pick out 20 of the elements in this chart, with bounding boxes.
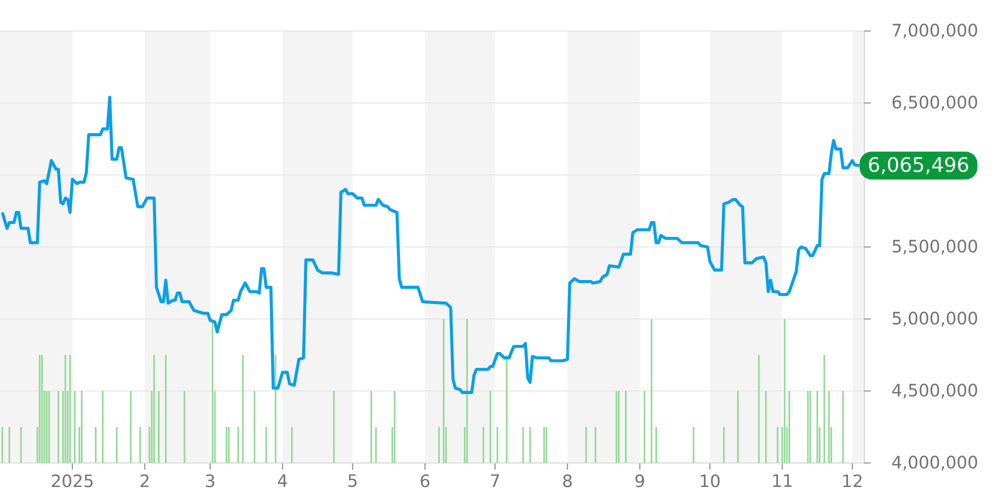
x-tick-label: 6	[420, 474, 430, 488]
x-tick-label: 7	[491, 474, 500, 487]
x-tick-label: 8	[563, 474, 572, 488]
x-tick-label: 5	[348, 474, 357, 488]
y-tick-label: 5,000,000	[892, 312, 978, 326]
y-tick-label: 4,500,000	[892, 384, 978, 398]
line-series	[0, 96, 861, 394]
x-tick-label: 12	[843, 474, 862, 488]
y-tick-label: 6,500,000	[892, 96, 978, 110]
x-tick-label: 11	[773, 474, 792, 487]
x-tick-label: 2025	[52, 474, 93, 488]
y-tick-label: 7,000,000	[892, 24, 978, 38]
x-tick-label: 4	[278, 474, 288, 487]
x-tick-label: 9	[635, 474, 644, 488]
y-tick-label: 5,500,000	[892, 240, 978, 254]
y-tick-label: 4,000,000	[892, 456, 978, 470]
x-tick-label: 3	[206, 474, 214, 488]
x-tick-label: 10	[700, 474, 720, 488]
x-tick-label: 2	[140, 474, 148, 488]
annotation: 6,065,496	[869, 156, 968, 174]
